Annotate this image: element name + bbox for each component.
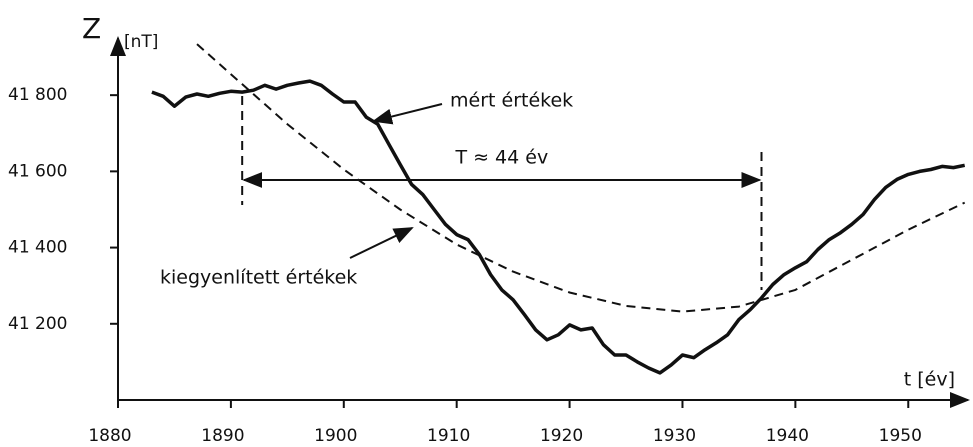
annotation-arrow — [372, 103, 443, 125]
x-tick-label: 1880 — [88, 426, 131, 446]
y-label: Z — [82, 12, 101, 45]
x-label: t [év] — [904, 369, 955, 391]
annotation-arrow — [349, 227, 414, 259]
y-tick-label: 41 200 — [8, 314, 67, 334]
x-tick-label: 1940 — [766, 426, 809, 446]
series-label: mért értékek — [450, 90, 573, 112]
x-tick-label: 1920 — [540, 426, 583, 446]
y-tick-label: 41 600 — [8, 161, 67, 181]
series-label: kiegyenlített értékek — [160, 267, 357, 289]
x-tick-label: 1890 — [201, 426, 244, 446]
y-tick-label: 41 800 — [8, 85, 67, 105]
period-label: T ≈ 44 év — [454, 147, 548, 169]
series-line — [196, 43, 966, 313]
x-tick-label: 1910 — [427, 426, 470, 446]
y-unit: [nT] — [124, 32, 158, 52]
x-tick-label: 1930 — [653, 426, 696, 446]
series-line — [151, 79, 966, 375]
x-tick-label: 1950 — [879, 426, 922, 446]
y-tick-label: 41 400 — [8, 238, 67, 258]
x-tick-label: 1900 — [314, 426, 357, 446]
